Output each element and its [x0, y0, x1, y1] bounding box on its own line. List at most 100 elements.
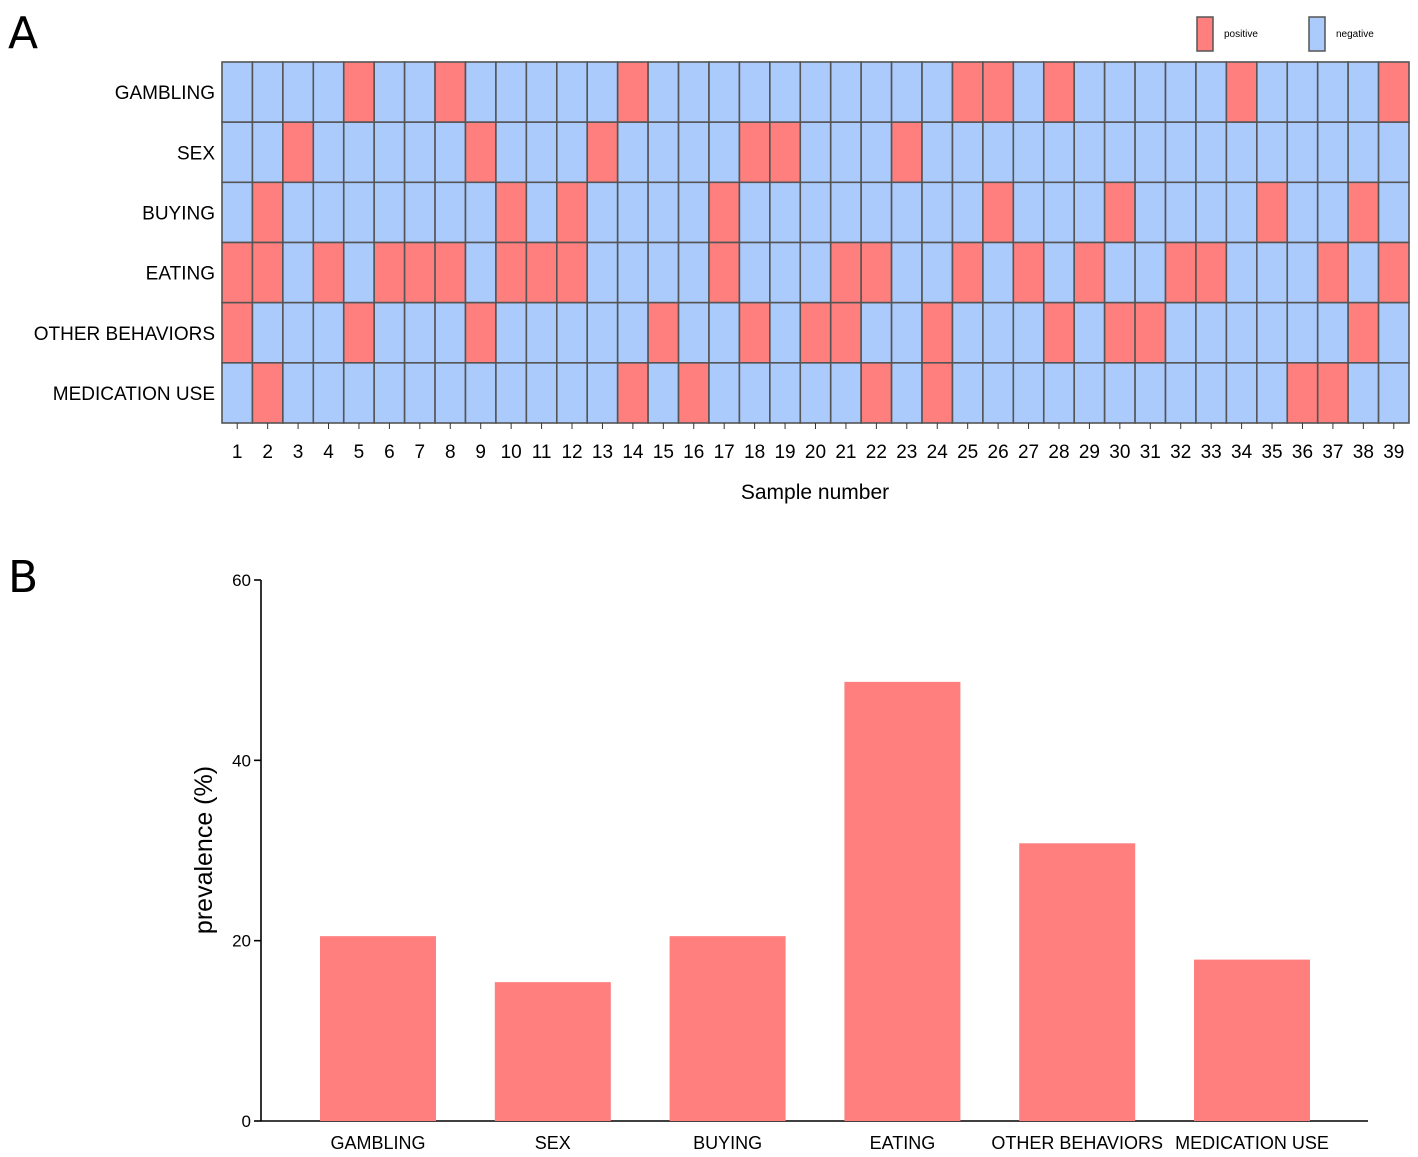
heatmap-cell-gambling-30 — [1103, 61, 1136, 123]
heatmap-cell-medication-use-25 — [951, 362, 984, 424]
heatmap-cell-other-behaviors-4 — [312, 301, 345, 364]
heatmap-cell-gambling-35 — [1256, 61, 1289, 123]
heatmap-grid — [221, 61, 1410, 424]
heatmap-cell-eating-23 — [890, 241, 923, 304]
heatmap-cell-gambling-7 — [403, 61, 436, 123]
heatmap-cell-sex-1 — [221, 121, 254, 184]
heatmap-cell-gambling-33 — [1195, 61, 1228, 123]
heatmap-cell-sex-7 — [403, 121, 436, 184]
heatmap-cell-gambling-6 — [373, 61, 406, 123]
heatmap-cell-eating-37 — [1316, 241, 1349, 304]
heatmap-cell-gambling-29 — [1073, 61, 1106, 123]
heatmap-x-axis-title: Sample number — [741, 481, 889, 504]
column-label-34: 34 — [1231, 442, 1253, 463]
heatmap-column-labels: 1 2 3 4 5 6 7 8 9 10 11 12 13 14 15 16 17 18 19 20 21 22 23 24 2… — [232, 423, 1404, 463]
heatmap-cell-gambling-17 — [708, 61, 741, 123]
heatmap-cell-other-behaviors-18 — [738, 301, 771, 364]
heatmap-cell-medication-use-31 — [1134, 362, 1167, 424]
heatmap-cell-gambling-1 — [221, 61, 254, 123]
row-label-medication-use: MEDICATION USE — [53, 384, 215, 405]
column-label-8: 8 — [445, 442, 456, 463]
heatmap-cell-medication-use-27 — [1012, 362, 1045, 424]
heatmap-cell-eating-10 — [495, 241, 528, 304]
category-label-gambling: GAMBLING — [330, 1133, 425, 1153]
heatmap-legend: positive negative — [1196, 16, 1374, 52]
heatmap-cell-buying-9 — [464, 181, 497, 244]
heatmap-cell-medication-use-23 — [890, 362, 923, 424]
heatmap-cell-other-behaviors-25 — [951, 301, 984, 364]
heatmap-cell-medication-use-15 — [647, 362, 680, 424]
column-label-36: 36 — [1292, 442, 1313, 463]
heatmap-cell-other-behaviors-21 — [829, 301, 862, 364]
panel-a-letter: A — [8, 8, 38, 59]
heatmap-cell-medication-use-9 — [464, 362, 497, 424]
heatmap-cell-gambling-39 — [1377, 61, 1410, 123]
heatmap-cell-eating-35 — [1256, 241, 1289, 304]
heatmap-cell-buying-26 — [982, 181, 1015, 244]
heatmap-cell-gambling-38 — [1347, 61, 1380, 123]
heatmap-cell-sex-21 — [829, 121, 862, 184]
bar-chart-y-ticks: 0 20 40 60 — [232, 571, 261, 1131]
column-label-22: 22 — [866, 442, 887, 463]
row-label-gambling: GAMBLING — [115, 83, 215, 104]
panel-b: B 0 20 40 60 GAMBLING SEX BUYING EATING OTHER B… — [8, 552, 1368, 1153]
heatmap-cell-gambling-36 — [1286, 61, 1319, 123]
bar-other-behaviors — [1019, 843, 1136, 1121]
heatmap-cell-buying-8 — [434, 181, 467, 244]
heatmap-cell-medication-use-21 — [829, 362, 862, 424]
heatmap-cell-buying-39 — [1377, 181, 1410, 244]
heatmap-cell-gambling-3 — [282, 61, 315, 123]
y-tick-label-40: 40 — [232, 751, 251, 770]
heatmap-cell-eating-24 — [921, 241, 954, 304]
panel-b-letter: B — [8, 552, 38, 603]
heatmap-cell-other-behaviors-12 — [555, 301, 589, 364]
column-label-25: 25 — [957, 442, 978, 463]
row-label-eating: EATING — [146, 264, 215, 285]
heatmap-cell-medication-use-20 — [799, 362, 832, 424]
heatmap-cell-other-behaviors-9 — [464, 301, 497, 364]
heatmap-cell-sex-31 — [1134, 121, 1167, 184]
heatmap-cell-medication-use-19 — [769, 362, 802, 424]
column-label-19: 19 — [774, 442, 795, 463]
heatmap-cell-sex-23 — [890, 121, 923, 184]
column-label-29: 29 — [1079, 442, 1100, 463]
heatmap-cell-sex-25 — [951, 121, 984, 184]
heatmap-cell-eating-36 — [1286, 241, 1319, 304]
heatmap-cell-medication-use-29 — [1073, 362, 1106, 424]
heatmap-cell-other-behaviors-11 — [525, 301, 558, 364]
heatmap-cell-gambling-5 — [342, 61, 375, 123]
heatmap-cell-eating-22 — [860, 241, 893, 304]
heatmap-cell-medication-use-7 — [403, 362, 436, 424]
heatmap-cell-buying-1 — [221, 181, 254, 244]
heatmap-cell-other-behaviors-8 — [434, 301, 467, 364]
heatmap-cell-eating-6 — [373, 241, 406, 304]
heatmap-cell-medication-use-13 — [586, 362, 619, 424]
column-label-9: 9 — [475, 442, 486, 463]
heatmap-cell-eating-27 — [1012, 241, 1045, 304]
heatmap-cell-buying-27 — [1012, 181, 1045, 244]
heatmap-cell-gambling-21 — [829, 61, 862, 123]
heatmap-cell-buying-29 — [1073, 181, 1106, 244]
heatmap-cell-other-behaviors-36 — [1286, 301, 1319, 364]
heatmap-cell-buying-24 — [921, 181, 954, 244]
heatmap-cell-buying-15 — [647, 181, 680, 244]
heatmap-cell-sex-28 — [1042, 121, 1076, 184]
heatmap-cell-sex-22 — [860, 121, 893, 184]
heatmap-cell-medication-use-17 — [708, 362, 741, 424]
heatmap-cell-other-behaviors-14 — [616, 301, 649, 364]
column-label-13: 13 — [592, 442, 613, 463]
heatmap-cell-medication-use-1 — [221, 362, 254, 424]
heatmap-cell-other-behaviors-28 — [1042, 301, 1076, 364]
heatmap-cell-gambling-23 — [890, 61, 923, 123]
column-label-27: 27 — [1018, 442, 1039, 463]
column-label-28: 28 — [1048, 442, 1069, 463]
heatmap-cell-medication-use-5 — [342, 362, 375, 424]
heatmap-cell-eating-15 — [647, 241, 680, 304]
heatmap-cell-buying-20 — [799, 181, 832, 244]
heatmap-cell-eating-16 — [677, 241, 710, 304]
heatmap-cell-eating-7 — [403, 241, 436, 304]
heatmap-cell-medication-use-14 — [616, 362, 649, 424]
heatmap-cell-sex-36 — [1286, 121, 1319, 184]
heatmap-cell-buying-37 — [1316, 181, 1349, 244]
heatmap-cell-eating-13 — [586, 241, 619, 304]
